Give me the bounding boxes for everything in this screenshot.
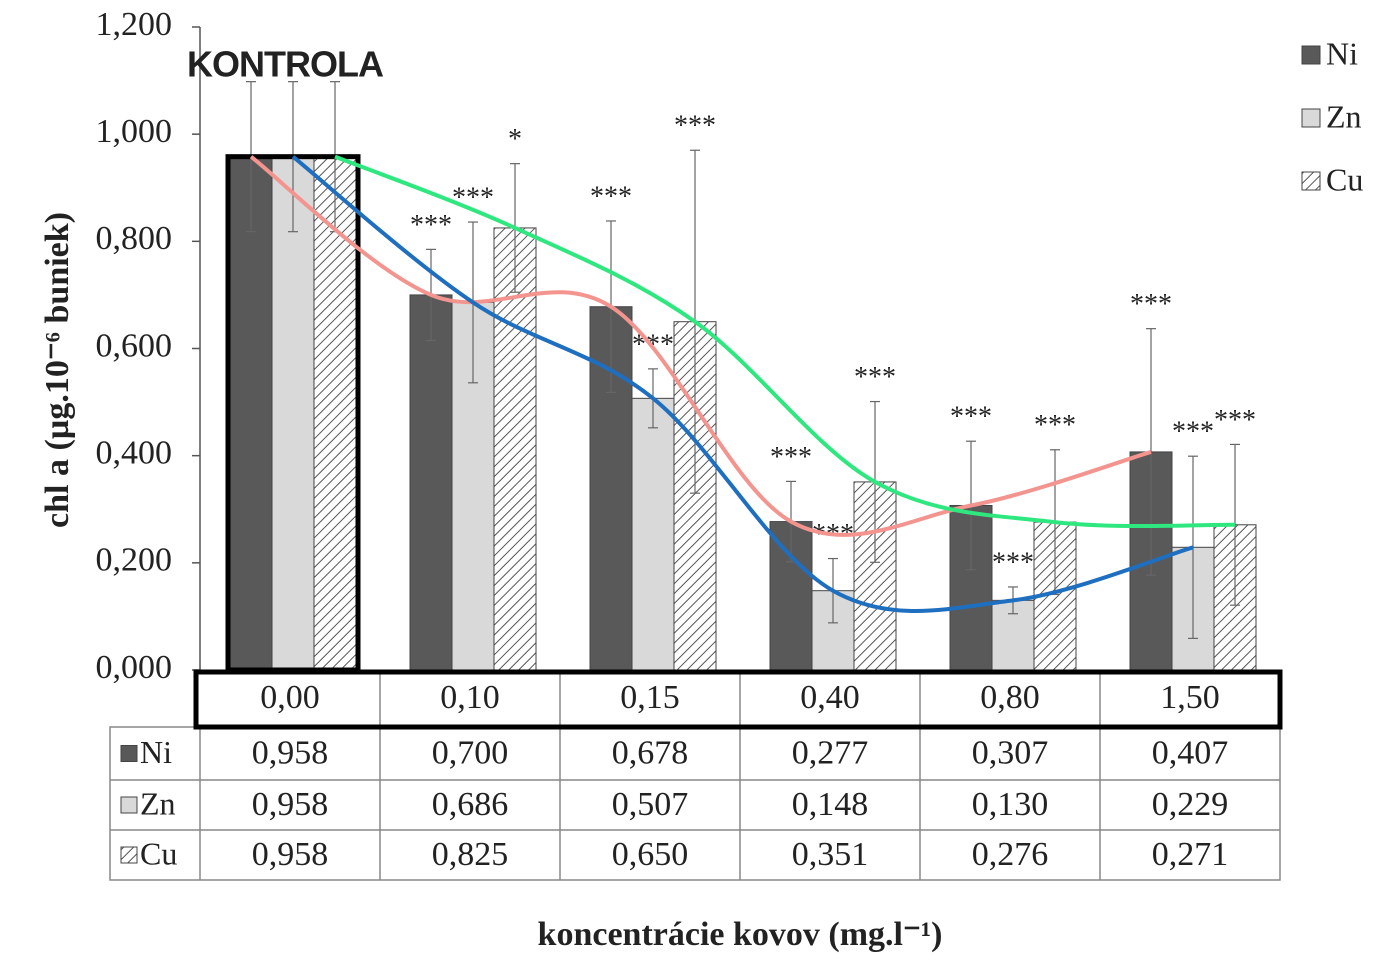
legend-key (1301, 108, 1321, 128)
bar (271, 156, 315, 671)
significance-label: *** (1130, 289, 1172, 320)
y-tick-label: 1,200 (96, 6, 173, 43)
x-tick-label: 0,10 (440, 679, 500, 716)
table-value: 0,307 (972, 734, 1049, 771)
legend-key (1301, 45, 1321, 65)
significance-label: *** (992, 547, 1034, 578)
table-value: 0,825 (432, 836, 509, 873)
error-bar (1146, 328, 1156, 576)
bar (229, 156, 273, 671)
significance-label: *** (854, 362, 896, 393)
table-value: 0,958 (252, 786, 329, 823)
trend-curve (249, 155, 1152, 537)
significance-label: *** (410, 210, 452, 241)
significance-label: * (508, 124, 522, 155)
category-box (193, 669, 1283, 730)
table-value: 0,958 (252, 836, 329, 873)
legend-label: Zn (1326, 98, 1362, 134)
significance-label: *** (1214, 405, 1256, 436)
trend-curve (291, 155, 1194, 613)
table-value: 0,958 (252, 734, 329, 771)
legend-label: Cu (1326, 161, 1363, 197)
significance-label: *** (674, 111, 716, 142)
table-value: 0,686 (432, 786, 509, 823)
x-tick-label: 0,00 (260, 679, 320, 716)
table-value: 0,507 (612, 786, 689, 823)
significance-label: *** (590, 181, 632, 212)
table-value: 0,351 (792, 836, 869, 873)
table-value: 0,650 (612, 836, 689, 873)
x-tick-label: 0,15 (620, 679, 680, 716)
table-value: 0,148 (792, 786, 869, 823)
table-value: 0,271 (1152, 836, 1229, 873)
significance-label: *** (1034, 410, 1076, 441)
table-row-label: Cu (140, 835, 177, 871)
significance-label: *** (1172, 417, 1214, 448)
trend-curve (334, 154, 1236, 529)
table-row-label: Zn (140, 785, 176, 821)
legend-key (120, 796, 138, 814)
x-tick-label: 0,80 (980, 679, 1040, 716)
y-tick-label: 0,400 (96, 434, 173, 471)
y-tick-label: 0,600 (96, 327, 173, 364)
y-tick-label: 0,200 (96, 542, 173, 579)
annotation: KONTROLA (187, 44, 384, 85)
significance-label: *** (950, 402, 992, 433)
legend-key (120, 745, 138, 762)
x-tick-label: 1,50 (1160, 679, 1220, 716)
bar (631, 397, 675, 671)
table-value: 0,700 (432, 734, 509, 771)
legend-label: Ni (1326, 35, 1358, 71)
table-value: 0,276 (972, 836, 1049, 873)
y-tick-label: 0,000 (96, 649, 173, 686)
x-tick-label: 0,40 (800, 679, 860, 716)
y-tick-label: 1,000 (96, 113, 173, 150)
table-value: 0,407 (1152, 734, 1229, 771)
x-axis-label: koncentrácie kovov (mg.l⁻¹) (538, 916, 943, 953)
significance-label: *** (770, 442, 812, 473)
y-tick-label: 0,800 (96, 220, 173, 257)
table-value: 0,229 (1152, 786, 1229, 823)
y-axis-label: chl a (µg.10⁻⁶ buniek) (39, 212, 76, 528)
table-value: 0,277 (792, 734, 869, 771)
bar (409, 294, 453, 671)
table-row-label: Ni (140, 734, 172, 770)
bar (313, 156, 357, 671)
legend-key (1301, 171, 1321, 191)
table-value: 0,678 (612, 734, 689, 771)
table-value: 0,130 (972, 786, 1049, 823)
legend-key (120, 846, 138, 864)
